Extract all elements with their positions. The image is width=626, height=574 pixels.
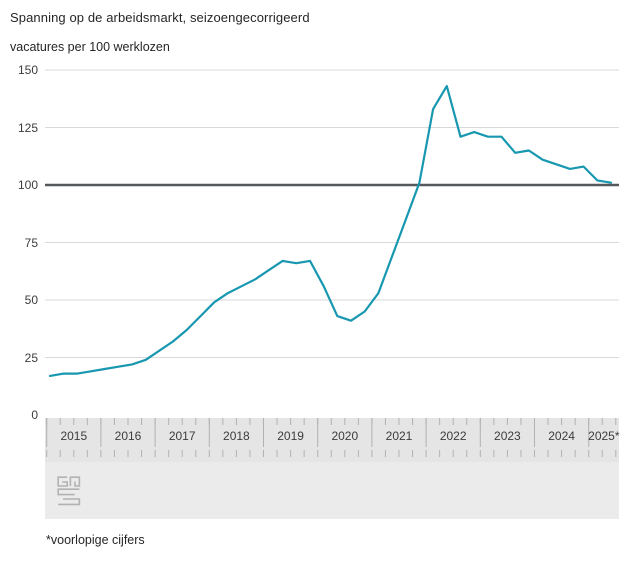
x-axis-year-label: 2023 [494,429,521,443]
x-axis-year-label: 2017 [168,429,196,443]
y-tick-label: 100 [17,178,38,192]
x-axis-year-label: 2020 [331,429,359,443]
x-axis-band [45,418,619,462]
y-tick-label: 125 [17,120,38,135]
chart-title: Spanning op de arbeidsmarkt, seizoengeco… [10,10,310,25]
y-tick-label: 0 [31,408,38,422]
data-line [48,84,613,377]
chart-unit-label: vacatures per 100 werklozen [10,40,170,54]
x-axis-year-label: 2018 [223,429,250,443]
y-tick-label: 50 [24,293,38,307]
x-axis-year-label: 2016 [114,429,142,443]
x-axis-year-label: 2024 [548,429,575,443]
y-tick-label: 75 [24,235,38,250]
y-tick-label: 150 [17,63,38,77]
x-axis-year-label: 2025* [588,429,620,443]
y-tick-label: 25 [24,350,38,365]
x-axis-year-label: 2019 [277,429,304,443]
logo-area [45,462,619,519]
x-axis-year-label: 2021 [385,429,413,443]
x-axis-year-label: 2015 [60,429,88,443]
provisional-figures-note: *voorlopige cijfers [46,533,145,547]
cbs-logo [57,476,81,506]
x-axis-year-label: 2022 [439,429,467,443]
